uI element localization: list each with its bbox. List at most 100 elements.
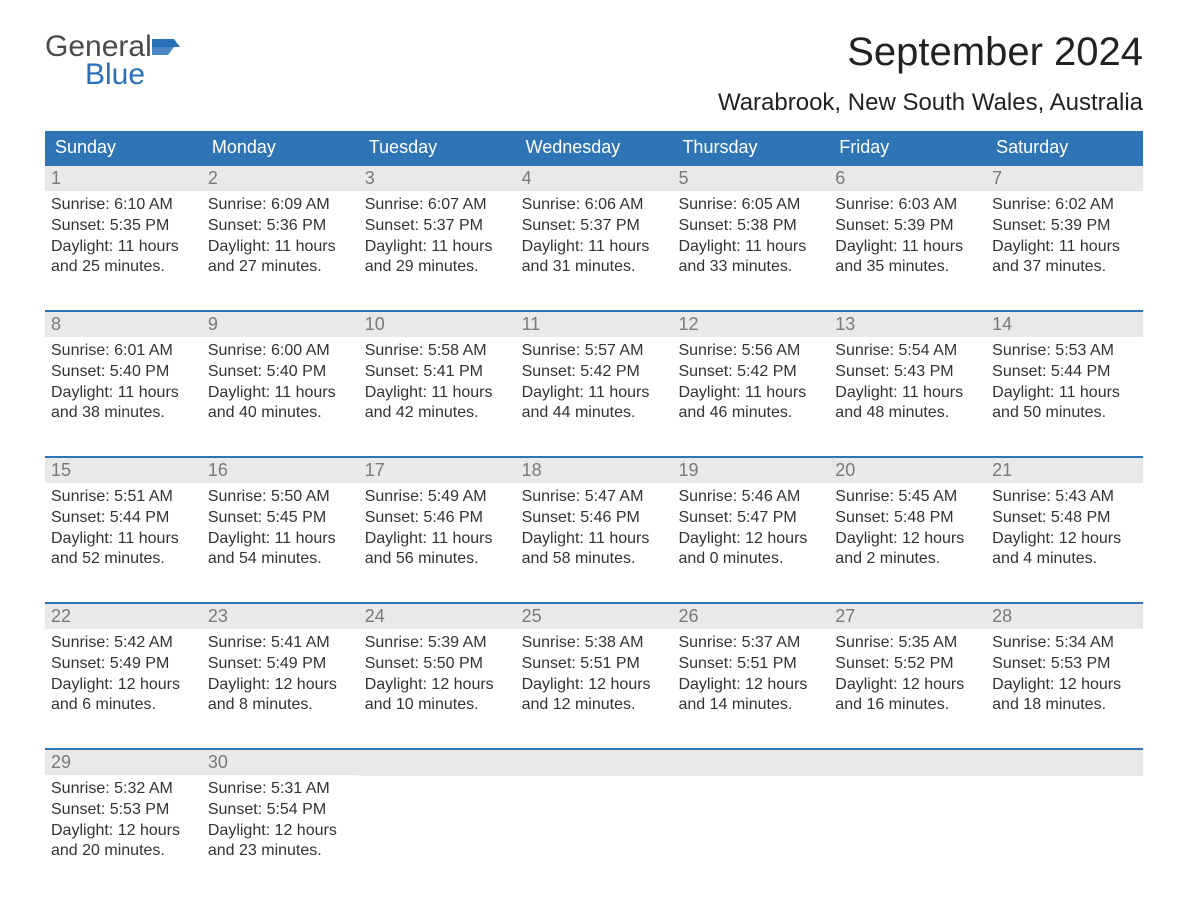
day-sunrise: Sunrise: 6:00 AM	[208, 341, 353, 362]
day-cell	[986, 750, 1143, 872]
day-sunset: Sunset: 5:46 PM	[522, 508, 667, 529]
day-cell: 3Sunrise: 6:07 AMSunset: 5:37 PMDaylight…	[359, 166, 516, 288]
day-cell: 17Sunrise: 5:49 AMSunset: 5:46 PMDayligh…	[359, 458, 516, 580]
day-number: 7	[986, 166, 1143, 191]
day-sunrise: Sunrise: 5:43 AM	[992, 487, 1137, 508]
day-cell: 13Sunrise: 5:54 AMSunset: 5:43 PMDayligh…	[829, 312, 986, 434]
day-daylight2: and 33 minutes.	[678, 257, 823, 278]
day-body: Sunrise: 6:02 AMSunset: 5:39 PMDaylight:…	[986, 191, 1143, 282]
day-sunrise: Sunrise: 6:10 AM	[51, 195, 196, 216]
day-number: 19	[672, 458, 829, 483]
day-number: 11	[516, 312, 673, 337]
day-daylight1: Daylight: 12 hours	[678, 529, 823, 550]
day-sunset: Sunset: 5:45 PM	[208, 508, 353, 529]
day-cell: 18Sunrise: 5:47 AMSunset: 5:46 PMDayligh…	[516, 458, 673, 580]
day-body: Sunrise: 5:42 AMSunset: 5:49 PMDaylight:…	[45, 629, 202, 720]
day-number: 4	[516, 166, 673, 191]
day-daylight1: Daylight: 12 hours	[835, 529, 980, 550]
day-body: Sunrise: 5:34 AMSunset: 5:53 PMDaylight:…	[986, 629, 1143, 720]
day-number: 16	[202, 458, 359, 483]
day-sunset: Sunset: 5:42 PM	[522, 362, 667, 383]
day-sunrise: Sunrise: 5:57 AM	[522, 341, 667, 362]
day-sunset: Sunset: 5:44 PM	[51, 508, 196, 529]
day-sunset: Sunset: 5:40 PM	[208, 362, 353, 383]
day-body: Sunrise: 5:53 AMSunset: 5:44 PMDaylight:…	[986, 337, 1143, 428]
day-daylight2: and 50 minutes.	[992, 403, 1137, 424]
day-daylight1: Daylight: 12 hours	[992, 675, 1137, 696]
empty-day-header	[516, 750, 673, 776]
day-body: Sunrise: 6:05 AMSunset: 5:38 PMDaylight:…	[672, 191, 829, 282]
day-sunrise: Sunrise: 6:05 AM	[678, 195, 823, 216]
day-daylight1: Daylight: 11 hours	[51, 237, 196, 258]
day-cell: 27Sunrise: 5:35 AMSunset: 5:52 PMDayligh…	[829, 604, 986, 726]
day-sunset: Sunset: 5:36 PM	[208, 216, 353, 237]
day-body: Sunrise: 5:57 AMSunset: 5:42 PMDaylight:…	[516, 337, 673, 428]
day-sunset: Sunset: 5:47 PM	[678, 508, 823, 529]
day-number: 21	[986, 458, 1143, 483]
header-thursday: Thursday	[672, 131, 829, 164]
day-daylight1: Daylight: 11 hours	[835, 237, 980, 258]
day-daylight1: Daylight: 12 hours	[208, 675, 353, 696]
day-number: 6	[829, 166, 986, 191]
day-daylight2: and 25 minutes.	[51, 257, 196, 278]
day-sunrise: Sunrise: 5:54 AM	[835, 341, 980, 362]
day-daylight2: and 35 minutes.	[835, 257, 980, 278]
day-number: 3	[359, 166, 516, 191]
day-daylight1: Daylight: 11 hours	[522, 383, 667, 404]
day-daylight1: Daylight: 11 hours	[51, 383, 196, 404]
day-number: 10	[359, 312, 516, 337]
day-body: Sunrise: 5:31 AMSunset: 5:54 PMDaylight:…	[202, 775, 359, 866]
day-cell: 6Sunrise: 6:03 AMSunset: 5:39 PMDaylight…	[829, 166, 986, 288]
day-number: 13	[829, 312, 986, 337]
day-daylight2: and 40 minutes.	[208, 403, 353, 424]
day-daylight1: Daylight: 11 hours	[678, 383, 823, 404]
day-cell: 25Sunrise: 5:38 AMSunset: 5:51 PMDayligh…	[516, 604, 673, 726]
day-daylight1: Daylight: 12 hours	[522, 675, 667, 696]
day-body: Sunrise: 6:03 AMSunset: 5:39 PMDaylight:…	[829, 191, 986, 282]
day-sunset: Sunset: 5:39 PM	[992, 216, 1137, 237]
day-number: 20	[829, 458, 986, 483]
day-body: Sunrise: 5:54 AMSunset: 5:43 PMDaylight:…	[829, 337, 986, 428]
week-row: 8Sunrise: 6:01 AMSunset: 5:40 PMDaylight…	[45, 310, 1143, 434]
day-daylight2: and 14 minutes.	[678, 695, 823, 716]
day-daylight2: and 42 minutes.	[365, 403, 510, 424]
header-wednesday: Wednesday	[516, 131, 673, 164]
day-cell: 8Sunrise: 6:01 AMSunset: 5:40 PMDaylight…	[45, 312, 202, 434]
day-sunrise: Sunrise: 5:51 AM	[51, 487, 196, 508]
day-daylight1: Daylight: 11 hours	[51, 529, 196, 550]
day-sunset: Sunset: 5:48 PM	[992, 508, 1137, 529]
week-row: 1Sunrise: 6:10 AMSunset: 5:35 PMDaylight…	[45, 164, 1143, 288]
empty-day-header	[986, 750, 1143, 776]
day-daylight2: and 48 minutes.	[835, 403, 980, 424]
day-sunrise: Sunrise: 5:53 AM	[992, 341, 1137, 362]
day-sunrise: Sunrise: 5:46 AM	[678, 487, 823, 508]
day-sunset: Sunset: 5:54 PM	[208, 800, 353, 821]
day-number: 15	[45, 458, 202, 483]
day-number: 23	[202, 604, 359, 629]
day-sunrise: Sunrise: 5:31 AM	[208, 779, 353, 800]
day-daylight2: and 6 minutes.	[51, 695, 196, 716]
day-sunset: Sunset: 5:42 PM	[678, 362, 823, 383]
day-body: Sunrise: 5:56 AMSunset: 5:42 PMDaylight:…	[672, 337, 829, 428]
day-daylight2: and 38 minutes.	[51, 403, 196, 424]
day-body: Sunrise: 6:10 AMSunset: 5:35 PMDaylight:…	[45, 191, 202, 282]
day-sunrise: Sunrise: 5:41 AM	[208, 633, 353, 654]
day-number: 18	[516, 458, 673, 483]
day-number: 24	[359, 604, 516, 629]
day-body: Sunrise: 5:37 AMSunset: 5:51 PMDaylight:…	[672, 629, 829, 720]
day-number: 29	[45, 750, 202, 775]
day-body: Sunrise: 6:07 AMSunset: 5:37 PMDaylight:…	[359, 191, 516, 282]
day-sunset: Sunset: 5:38 PM	[678, 216, 823, 237]
day-cell: 24Sunrise: 5:39 AMSunset: 5:50 PMDayligh…	[359, 604, 516, 726]
day-daylight1: Daylight: 12 hours	[835, 675, 980, 696]
day-cell: 2Sunrise: 6:09 AMSunset: 5:36 PMDaylight…	[202, 166, 359, 288]
logo-text-blue: Blue	[85, 58, 180, 92]
day-cell: 26Sunrise: 5:37 AMSunset: 5:51 PMDayligh…	[672, 604, 829, 726]
day-cell: 10Sunrise: 5:58 AMSunset: 5:41 PMDayligh…	[359, 312, 516, 434]
day-daylight1: Daylight: 11 hours	[365, 383, 510, 404]
day-daylight1: Daylight: 11 hours	[835, 383, 980, 404]
day-daylight1: Daylight: 12 hours	[51, 821, 196, 842]
day-body: Sunrise: 6:09 AMSunset: 5:36 PMDaylight:…	[202, 191, 359, 282]
empty-day-header	[359, 750, 516, 776]
day-sunset: Sunset: 5:50 PM	[365, 654, 510, 675]
